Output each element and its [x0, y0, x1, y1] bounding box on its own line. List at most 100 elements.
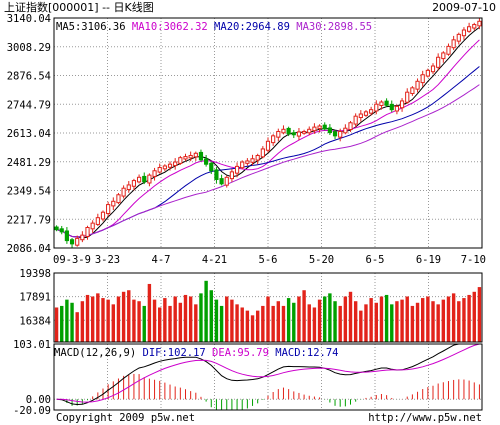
candle-body	[255, 154, 260, 161]
volume-bar	[235, 304, 239, 342]
volume-bar	[317, 299, 322, 342]
volume-bar	[364, 304, 368, 342]
volume-bar	[54, 307, 59, 342]
volume-bar	[359, 310, 363, 342]
volume-bar	[219, 305, 224, 342]
candle-body	[167, 163, 173, 168]
volume-bar	[96, 293, 100, 342]
candle-body	[410, 87, 415, 95]
candle-body	[399, 100, 405, 109]
volume-bar	[240, 307, 244, 342]
candle-body	[312, 126, 317, 132]
volume-bar	[250, 315, 255, 342]
volume-bar	[214, 299, 219, 342]
candle-body	[301, 130, 307, 134]
macd-tick-label: 0.00	[26, 394, 51, 406]
volume-bar	[323, 296, 327, 342]
candle-body	[420, 74, 425, 84]
candle-body	[152, 170, 157, 177]
candle-body	[64, 230, 69, 242]
price-tick-label: 3008.29	[7, 42, 51, 54]
volume-bar	[225, 296, 229, 342]
volume-bar	[441, 299, 446, 342]
volume-bar	[183, 294, 188, 342]
candle-body	[369, 109, 374, 114]
candle-body	[234, 165, 240, 174]
volume-bar	[426, 296, 430, 342]
candle-body	[198, 151, 204, 161]
volume-bar	[281, 305, 286, 342]
candle-body	[229, 171, 235, 180]
volume-panel-frame	[53, 272, 483, 343]
volume-bar	[111, 304, 116, 342]
volume-bar	[297, 296, 301, 342]
volume-bar	[462, 298, 466, 342]
macd-legend-item: DIF:102.17	[136, 347, 206, 359]
price-tick-label: 2613.04	[7, 128, 51, 140]
candle-body	[384, 100, 389, 106]
price-tick-label: 2217.79	[7, 214, 51, 226]
candle-body	[136, 176, 142, 183]
volume-bar	[80, 301, 85, 342]
chart-title: 上证指数[000001] -- 日K线图	[4, 0, 154, 14]
volume-bar	[307, 304, 311, 342]
volume-bar	[420, 298, 425, 342]
price-tick-label: 2349.54	[7, 186, 51, 198]
price-tick-label: 2876.54	[7, 71, 51, 83]
date-tick-label: 7-10	[461, 254, 486, 266]
date-tick-label: 09-3-9	[53, 254, 91, 266]
candle-body	[219, 178, 224, 185]
volume-bar	[70, 302, 74, 342]
candle-body	[332, 131, 338, 137]
volume-bar	[286, 298, 291, 342]
volume-bar	[395, 301, 399, 342]
date-tick-label: 5-20	[309, 254, 334, 266]
volume-bar	[302, 290, 306, 342]
volume-bar	[266, 296, 270, 342]
candle-body	[75, 237, 80, 246]
candle-body	[291, 132, 296, 136]
candle-body	[317, 125, 322, 129]
candle-body	[245, 160, 250, 164]
volume-bar	[137, 301, 141, 342]
candle-body	[446, 45, 451, 55]
candle-body	[80, 234, 85, 241]
candlesticks	[54, 18, 482, 249]
volume-bar	[127, 290, 131, 342]
price-tick-label: 2744.79	[7, 99, 51, 111]
chart-date: 2009-07-10	[432, 1, 496, 14]
candle-body	[100, 211, 106, 220]
macd-tick-label: 103.01	[13, 339, 51, 351]
candle-body	[265, 140, 271, 151]
candle-body	[193, 152, 198, 158]
volume-bar	[276, 301, 281, 342]
volume-bar	[255, 310, 260, 342]
footer-url: http://www.p5w.net	[368, 412, 482, 424]
macd-panel-marks	[56, 343, 480, 410]
candle-body	[250, 158, 255, 163]
dea-line	[56, 343, 480, 403]
candle-body	[430, 65, 436, 73]
candle-body	[467, 26, 472, 32]
candle-body	[436, 56, 441, 68]
volume-bar	[65, 299, 69, 342]
ma30-line	[56, 84, 480, 238]
volume-bar	[85, 294, 90, 342]
ma-legend-item: MA5:3106.36	[56, 21, 126, 33]
volume-bar	[121, 291, 126, 342]
price-tick-label: 2481.29	[7, 157, 51, 169]
volume-bar	[209, 290, 213, 342]
volume-bar	[163, 298, 167, 342]
volume-bar	[101, 298, 105, 342]
volume-bar	[384, 294, 389, 342]
volume-tick-label: 17891	[19, 292, 51, 304]
candle-body	[363, 111, 369, 116]
volume-bar	[348, 291, 353, 342]
candle-body	[389, 103, 394, 111]
volume-bar	[374, 302, 378, 342]
macd-legend-item: MACD(12,26,9)	[54, 347, 136, 359]
candle-body	[348, 122, 353, 131]
volume-tick-label: 16384	[19, 315, 51, 327]
candle-body	[147, 174, 152, 184]
candle-body	[358, 113, 363, 119]
